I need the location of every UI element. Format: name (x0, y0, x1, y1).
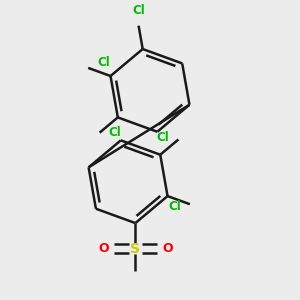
Text: O: O (162, 242, 173, 255)
Text: Cl: Cl (168, 200, 181, 212)
Text: Cl: Cl (97, 56, 110, 69)
Text: Cl: Cl (157, 131, 169, 144)
Text: O: O (98, 242, 109, 255)
Text: Cl: Cl (132, 4, 145, 16)
Text: Cl: Cl (109, 126, 122, 139)
Text: S: S (130, 242, 140, 256)
